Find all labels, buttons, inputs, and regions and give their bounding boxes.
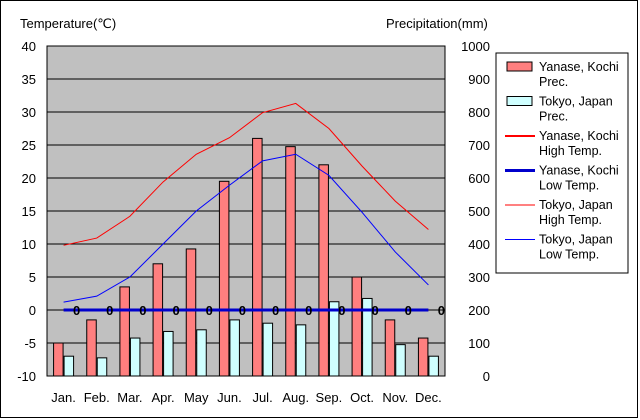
right-tick-label: 600 (468, 171, 490, 186)
legend-label: Prec. (539, 75, 568, 89)
bar-yanase-prec (119, 286, 130, 377)
zero-marker: 0 (272, 303, 279, 318)
x-tick-label: Aug. (282, 390, 309, 405)
bar-yanase-prec (53, 342, 64, 377)
x-tick-label: May (184, 390, 209, 405)
x-tick-label: Mar. (117, 390, 142, 405)
bar-tokyo-prec (262, 322, 274, 377)
legend-label: High Temp. (539, 144, 602, 158)
x-tick-label: Jul. (252, 390, 272, 405)
right-tick-label: 0 (483, 369, 490, 384)
x-tick-label: Sep. (316, 390, 343, 405)
zero-marker: 0 (305, 303, 312, 318)
zero-marker: 0 (371, 303, 378, 318)
zero-marker: 0 (438, 303, 445, 318)
bar-tokyo-prec (295, 324, 307, 377)
bar-tokyo-prec (229, 319, 240, 377)
legend-label: High Temp. (539, 213, 602, 227)
zero-marker: 0 (338, 303, 345, 318)
legend-label: Tokyo, Japan (539, 233, 613, 247)
bar-yanase-prec (86, 319, 97, 377)
zero-marker: 0 (139, 303, 146, 318)
bar-yanase-prec (185, 248, 197, 377)
zero-marker: 0 (172, 303, 179, 318)
right-tick-label: 400 (468, 237, 490, 252)
legend-label: Low Temp. (539, 179, 599, 193)
zero-marker: 0 (73, 303, 80, 318)
legend-swatch (506, 61, 533, 72)
legend-label: Yanase, Kochi (539, 60, 619, 74)
bar-yanase-prec (417, 337, 429, 377)
legend-label: Yanase, Kochi (539, 129, 619, 143)
zero-marker: 0 (106, 303, 113, 318)
bar-tokyo-prec (129, 337, 141, 377)
right-tick-label: 1000 (461, 39, 490, 54)
legend-box (495, 52, 629, 274)
left-tick-label: 25 (22, 138, 36, 153)
bar-yanase-prec (318, 164, 329, 377)
line-tokyo-low (63, 153, 429, 303)
legend-label: Yanase, Kochi (539, 164, 619, 178)
left-tick-label: 30 (22, 105, 36, 120)
left-tick-label: 0 (29, 303, 36, 318)
bar-tokyo-prec (63, 355, 75, 377)
bar-tokyo-prec (163, 330, 174, 377)
x-tick-label: Nov. (382, 390, 408, 405)
right-tick-label: 100 (468, 336, 490, 351)
legend-label: Tokyo, Japan (539, 95, 613, 109)
x-tick-label: Dec. (415, 390, 442, 405)
left-tick-label: 20 (22, 171, 36, 186)
left-tick-label: 35 (22, 72, 36, 87)
legend-label: Low Temp. (539, 248, 599, 262)
bar-yanase-prec (384, 319, 396, 377)
left-tick-label: -10 (17, 369, 36, 384)
zero-marker: 0 (239, 303, 246, 318)
bar-yanase-prec (285, 146, 296, 377)
left-tick-label: 5 (29, 270, 36, 285)
left-tick-label: 10 (22, 237, 36, 252)
right-tick-label: 900 (468, 72, 490, 87)
right-tick-label: 300 (468, 270, 490, 285)
right-tick-label: 700 (468, 138, 490, 153)
zero-marker: 0 (206, 303, 213, 318)
legend-label: Tokyo, Japan (539, 198, 613, 212)
right-tick-label: 800 (468, 105, 490, 120)
x-tick-label: Apr. (152, 390, 175, 405)
bar-yanase-prec (218, 180, 230, 377)
legend-swatch (506, 96, 533, 106)
left-axis-label: Temperature(℃) (20, 16, 116, 31)
x-tick-label: Jan. (51, 390, 76, 405)
bar-tokyo-prec (196, 329, 207, 377)
zero-marker: 0 (405, 303, 412, 318)
x-tick-label: Feb. (84, 390, 110, 405)
bar-tokyo-prec (428, 355, 439, 377)
right-axis-label: Precipitation(mm) (386, 16, 488, 31)
bar-yanase-prec (152, 263, 164, 377)
bar-tokyo-prec (395, 344, 406, 377)
left-tick-label: 40 (22, 39, 36, 54)
left-tick-label: -5 (24, 336, 36, 351)
bar-tokyo-prec (96, 357, 108, 377)
line-tokyo-high (63, 102, 429, 246)
left-tick-label: 15 (22, 204, 36, 219)
plot-border (46, 45, 446, 377)
bar-yanase-prec (351, 276, 363, 377)
legend-label: Prec. (539, 110, 568, 124)
x-tick-label: Oct. (350, 390, 374, 405)
bar-yanase-prec (252, 137, 263, 377)
right-tick-label: 200 (468, 303, 490, 318)
right-tick-label: 500 (468, 204, 490, 219)
x-tick-label: Jun. (217, 390, 242, 405)
